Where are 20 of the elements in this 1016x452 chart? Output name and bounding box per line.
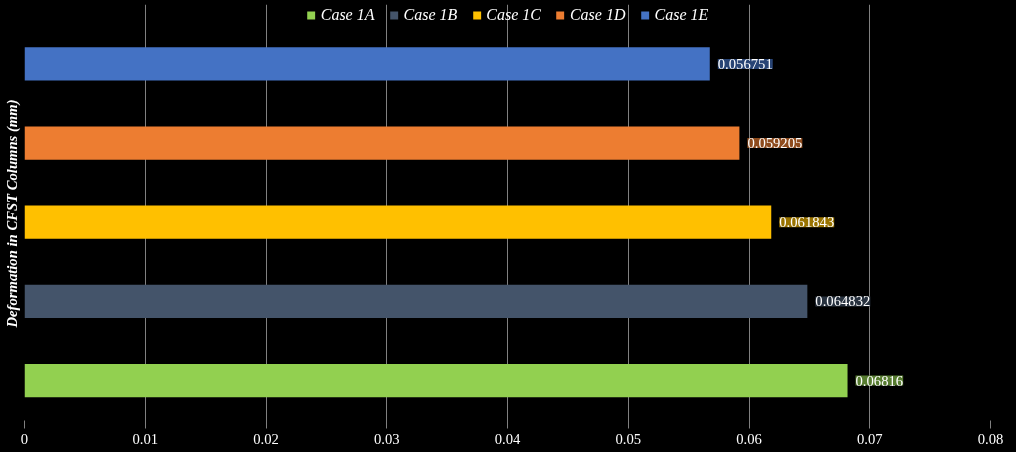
x-tick-label: 0.07 <box>856 430 883 447</box>
y-axis-title: Deformation in CFST Columns (mm) <box>3 99 21 329</box>
legend-label: Case 1E <box>654 6 709 24</box>
legend-label: Case 1A <box>320 6 375 24</box>
data-label: 0.059205 <box>747 135 803 152</box>
data-label: 0.064832 <box>815 293 871 310</box>
data-label: 0.061843 <box>779 214 835 231</box>
data-label: 0.06816 <box>855 372 904 389</box>
x-tick-label: 0.08 <box>977 430 1004 447</box>
x-tick-label: 0.01 <box>132 430 159 447</box>
x-tick-label: 0.03 <box>373 430 400 447</box>
x-tick-label: 0.02 <box>253 430 279 447</box>
legend-label: Case 1B <box>403 6 458 24</box>
legend-label: Case 1C <box>486 6 541 24</box>
x-tick-label: 0 <box>20 430 29 447</box>
x-tick-label: 0.06 <box>736 430 762 447</box>
legend-label: Case 1D <box>569 6 626 24</box>
x-tick-label: 0.05 <box>615 430 642 447</box>
data-label: 0.056751 <box>717 55 773 72</box>
x-tick-label: 0.04 <box>494 430 521 447</box>
